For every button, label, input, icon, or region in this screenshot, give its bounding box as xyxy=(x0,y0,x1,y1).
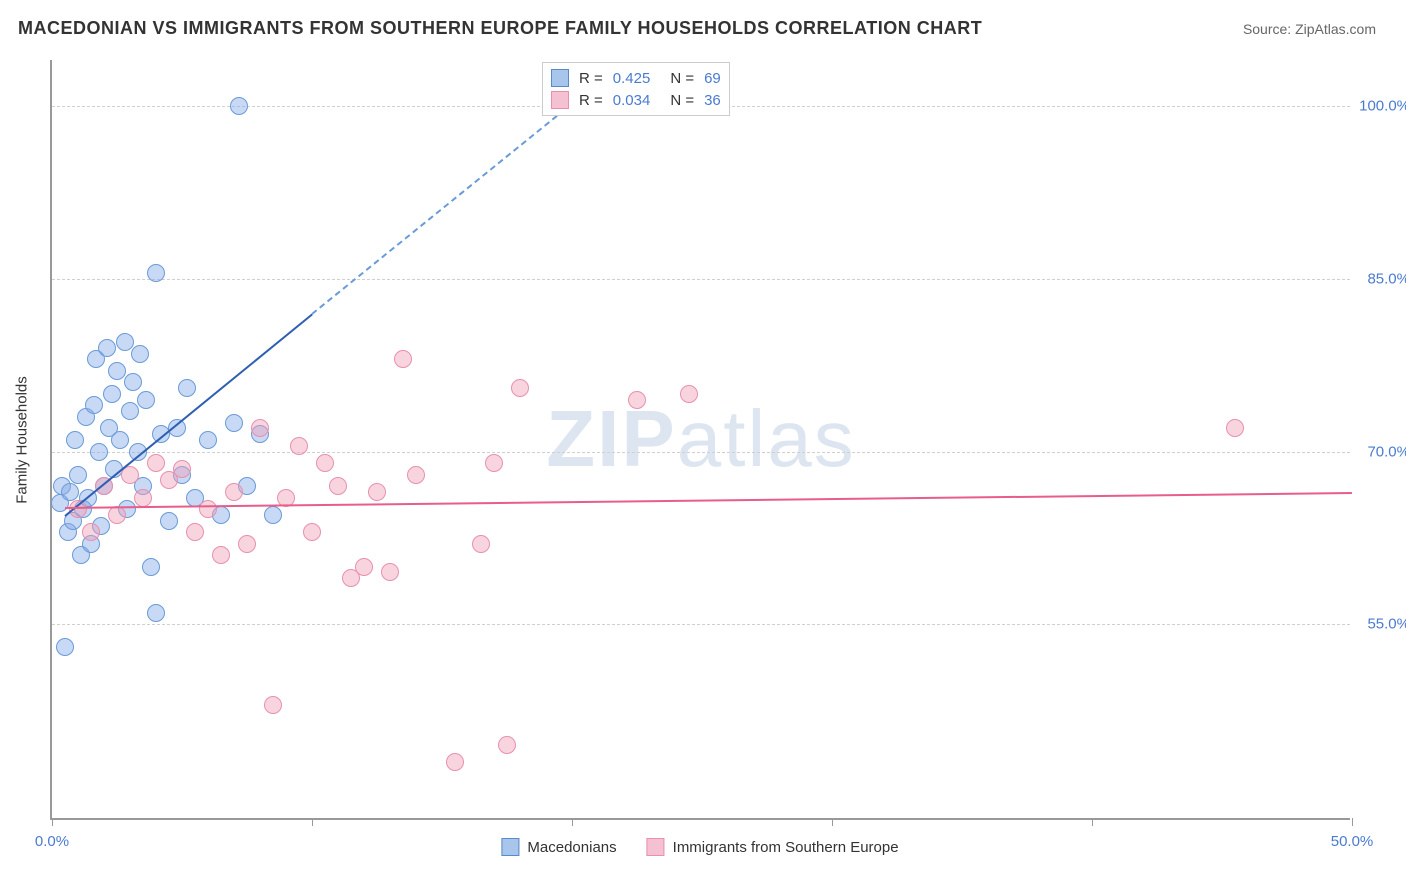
watermark: ZIPatlas xyxy=(546,393,855,485)
data-point xyxy=(121,402,139,420)
data-point xyxy=(407,466,425,484)
swatch-icon xyxy=(551,91,569,109)
data-point xyxy=(124,373,142,391)
stats-n-label: N = xyxy=(670,70,694,87)
page-title: MACEDONIAN VS IMMIGRANTS FROM SOUTHERN E… xyxy=(18,18,982,39)
gridline xyxy=(52,624,1350,625)
data-point xyxy=(303,523,321,541)
trend-line xyxy=(65,492,1352,509)
xtick xyxy=(832,818,833,826)
ytick-label: 100.0% xyxy=(1359,98,1406,115)
swatch-icon xyxy=(647,838,665,856)
stats-r-label: R = xyxy=(579,92,603,109)
source-label: Source: ZipAtlas.com xyxy=(1243,21,1376,37)
data-point xyxy=(134,489,152,507)
data-point xyxy=(472,535,490,553)
data-point xyxy=(628,391,646,409)
data-point xyxy=(199,500,217,518)
data-point xyxy=(69,466,87,484)
ytick-label: 70.0% xyxy=(1367,443,1406,460)
gridline xyxy=(52,279,1350,280)
stats-row: R = 0.425 N = 69 xyxy=(551,67,721,89)
data-point xyxy=(264,696,282,714)
data-point xyxy=(103,385,121,403)
legend-item-macedonians: Macedonians xyxy=(501,838,616,856)
data-point xyxy=(137,391,155,409)
data-point xyxy=(90,443,108,461)
data-point xyxy=(131,345,149,363)
data-point xyxy=(498,736,516,754)
xtick xyxy=(52,818,53,826)
data-point xyxy=(225,483,243,501)
stats-n-value: 69 xyxy=(704,70,721,87)
stats-n-value: 36 xyxy=(704,92,721,109)
data-point xyxy=(147,454,165,472)
data-point xyxy=(173,460,191,478)
data-point xyxy=(82,523,100,541)
data-point xyxy=(251,419,269,437)
data-point xyxy=(66,431,84,449)
data-point xyxy=(186,523,204,541)
plot-area: ZIPatlas 55.0%70.0%85.0%100.0%0.0%50.0%R… xyxy=(50,60,1350,820)
xtick xyxy=(572,818,573,826)
data-point xyxy=(98,339,116,357)
data-point xyxy=(108,362,126,380)
stats-n-label: N = xyxy=(670,92,694,109)
data-point xyxy=(212,546,230,564)
gridline xyxy=(52,452,1350,453)
data-point xyxy=(1226,419,1244,437)
data-point xyxy=(142,558,160,576)
data-point xyxy=(290,437,308,455)
swatch-icon xyxy=(551,69,569,87)
data-point xyxy=(316,454,334,472)
stats-r-label: R = xyxy=(579,70,603,87)
data-point xyxy=(264,506,282,524)
data-point xyxy=(147,264,165,282)
data-point xyxy=(116,333,134,351)
stats-r-value: 0.425 xyxy=(613,70,651,87)
xtick-label: 50.0% xyxy=(1331,833,1374,850)
xtick xyxy=(1092,818,1093,826)
data-point xyxy=(329,477,347,495)
data-point xyxy=(111,431,129,449)
stats-row: R = 0.034 N = 36 xyxy=(551,89,721,111)
data-point xyxy=(56,638,74,656)
data-point xyxy=(394,350,412,368)
data-point xyxy=(368,483,386,501)
data-point xyxy=(446,753,464,771)
data-point xyxy=(85,396,103,414)
ytick-label: 55.0% xyxy=(1367,616,1406,633)
data-point xyxy=(178,379,196,397)
stats-r-value: 0.034 xyxy=(613,92,651,109)
xtick-label: 0.0% xyxy=(35,833,69,850)
data-point xyxy=(147,604,165,622)
data-point xyxy=(238,535,256,553)
data-point xyxy=(511,379,529,397)
data-point xyxy=(381,563,399,581)
data-point xyxy=(680,385,698,403)
xtick xyxy=(1352,818,1353,826)
legend-item-immigrants: Immigrants from Southern Europe xyxy=(647,838,899,856)
correlation-chart: Family Households ZIPatlas 55.0%70.0%85.… xyxy=(50,60,1350,820)
data-point xyxy=(199,431,217,449)
legend-label: Macedonians xyxy=(527,839,616,856)
stats-box: R = 0.425 N = 69 R = 0.034 N = 36 xyxy=(542,62,730,116)
legend: Macedonians Immigrants from Southern Eur… xyxy=(501,838,898,856)
data-point xyxy=(160,512,178,530)
data-point xyxy=(108,506,126,524)
data-point xyxy=(355,558,373,576)
y-axis-label: Family Households xyxy=(14,376,31,504)
data-point xyxy=(485,454,503,472)
data-point xyxy=(61,483,79,501)
legend-label: Immigrants from Southern Europe xyxy=(673,839,899,856)
data-point xyxy=(225,414,243,432)
data-point xyxy=(230,97,248,115)
swatch-icon xyxy=(501,838,519,856)
xtick xyxy=(312,818,313,826)
ytick-label: 85.0% xyxy=(1367,270,1406,287)
